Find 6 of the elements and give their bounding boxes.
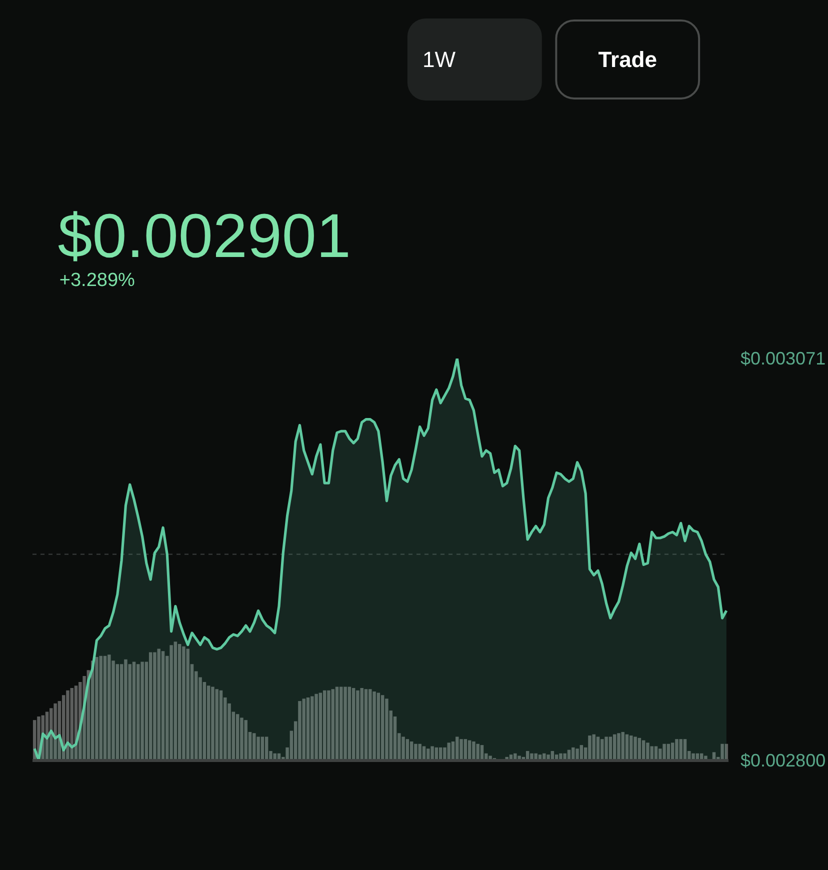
text: 1W — [422, 47, 456, 72]
y-tick-label: $0.002800 — [740, 750, 826, 770]
text: Trade — [598, 47, 657, 72]
chart-title: $0.002901 — [58, 202, 351, 271]
y-tick-label: $0.003071 — [740, 348, 826, 368]
chart-subtitle: +3.289% — [59, 270, 136, 291]
